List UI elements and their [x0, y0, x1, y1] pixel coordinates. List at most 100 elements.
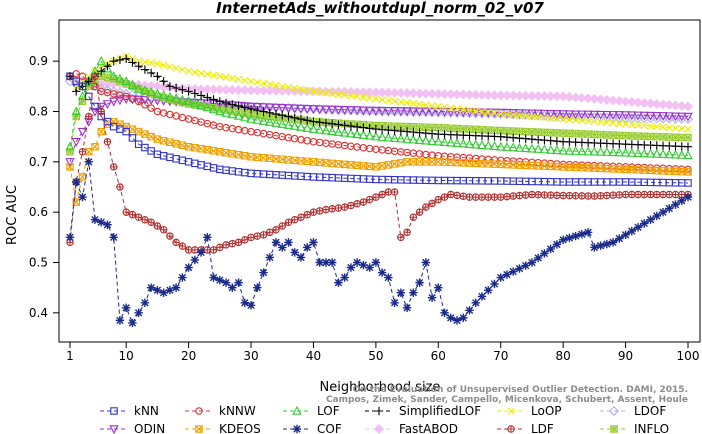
data-point	[184, 87, 193, 96]
data-point	[640, 132, 649, 141]
data-point	[66, 163, 74, 171]
data-point	[565, 191, 574, 200]
data-point	[558, 111, 569, 122]
data-point	[239, 85, 250, 96]
data-point	[440, 193, 449, 201]
plot-area	[65, 52, 693, 328]
data-point	[439, 137, 450, 146]
data-point	[496, 141, 506, 151]
data-point	[546, 128, 555, 137]
data-point	[258, 115, 269, 125]
data-point	[308, 123, 319, 133]
data-point	[84, 82, 93, 91]
data-point	[446, 137, 456, 147]
data-point	[439, 107, 450, 117]
data-point	[527, 143, 537, 153]
data-point	[371, 106, 381, 116]
data-point	[590, 243, 599, 252]
data-point	[583, 93, 594, 104]
data-point	[545, 144, 556, 154]
data-point	[453, 191, 461, 200]
data-point	[202, 102, 213, 112]
data-point	[509, 127, 517, 135]
data-point	[333, 126, 344, 136]
data-point	[396, 288, 406, 297]
data-point	[153, 60, 161, 68]
data-point	[291, 84, 299, 92]
data-point	[403, 99, 411, 107]
data-point	[558, 91, 569, 102]
data-point	[484, 108, 492, 117]
data-point	[620, 111, 631, 121]
data-point	[602, 239, 612, 249]
data-point	[497, 110, 505, 118]
data-point	[676, 100, 687, 111]
data-point	[208, 84, 219, 95]
data-point	[577, 110, 587, 120]
data-point	[652, 211, 661, 221]
data-point	[639, 111, 650, 121]
data-point	[234, 101, 243, 111]
data-point	[115, 55, 125, 65]
data-point	[572, 116, 580, 124]
legend-marker	[195, 407, 203, 415]
data-point	[134, 62, 143, 71]
data-point	[577, 146, 587, 156]
data-point	[172, 155, 180, 163]
data-point	[140, 85, 150, 95]
data-point	[78, 72, 87, 81]
data-point	[458, 89, 469, 100]
data-point	[570, 92, 581, 103]
data-point	[640, 122, 648, 130]
data-point	[290, 215, 299, 224]
data-point	[221, 98, 231, 108]
axis-ticks: 1 10 20 30 40 50 60 70 80 90 100 0.4 0.5 0.6 0.7 0.8 0.9	[29, 54, 700, 363]
data-point	[346, 106, 356, 116]
data-point	[178, 66, 186, 74]
data-point	[646, 215, 655, 224]
data-point	[228, 74, 236, 82]
data-point	[303, 86, 311, 94]
data-point	[384, 273, 393, 282]
data-point	[428, 102, 436, 110]
series-knn	[66, 72, 692, 187]
data-point	[258, 103, 269, 113]
data-point	[359, 93, 367, 101]
data-point	[596, 130, 605, 139]
legend-item-knnw: kNNW	[185, 404, 256, 418]
data-point	[190, 98, 200, 108]
data-point	[334, 90, 343, 98]
data-point	[334, 278, 343, 287]
data-point	[540, 113, 549, 122]
data-point	[421, 258, 431, 267]
y-tick-label: 0.5	[29, 256, 48, 270]
data-point	[347, 92, 355, 100]
data-point	[477, 292, 487, 301]
data-point	[146, 87, 156, 96]
data-point	[539, 109, 550, 119]
data-point	[315, 118, 324, 127]
data-point	[91, 82, 99, 91]
data-point	[147, 218, 155, 226]
data-point	[134, 97, 143, 106]
data-point	[509, 111, 517, 119]
legend-label: INFLO	[634, 422, 669, 434]
data-point	[634, 132, 642, 140]
data-point	[253, 232, 262, 240]
data-point	[166, 110, 174, 119]
data-point	[172, 64, 180, 72]
data-point	[377, 87, 388, 98]
data-point	[658, 112, 668, 122]
data-point	[153, 135, 162, 143]
data-point	[659, 190, 667, 199]
legend-marker	[609, 406, 619, 416]
data-point	[171, 83, 181, 93]
data-point	[608, 112, 619, 123]
data-point	[478, 193, 486, 201]
data-point	[665, 133, 674, 141]
data-point	[671, 133, 680, 142]
data-point	[683, 114, 693, 125]
data-point	[327, 105, 337, 115]
data-point	[65, 141, 75, 151]
y-tick-label: 0.9	[29, 54, 48, 68]
